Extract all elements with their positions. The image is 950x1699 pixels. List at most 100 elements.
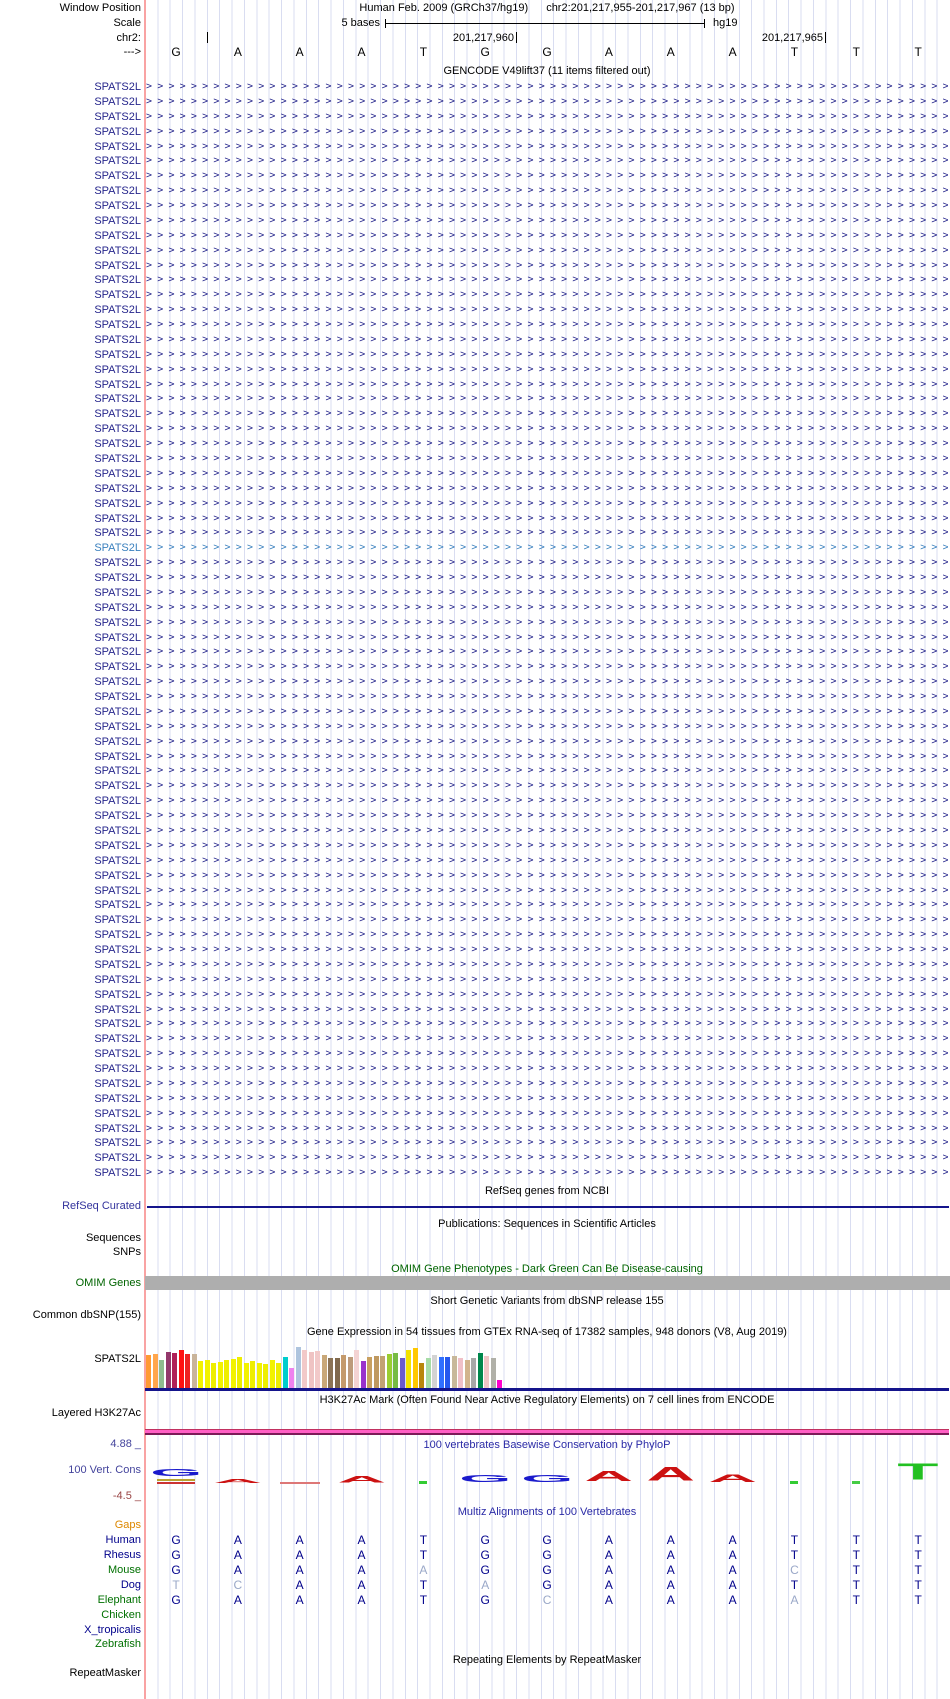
gtex-tissue-bar[interactable] [159,1360,164,1388]
gencode-item-label[interactable]: SPATS2L [94,140,141,153]
gencode-item[interactable]: >>>>>>>>>>>>>>>>>>>>>>>>>>>>>>>>>>>>>>>>… [146,527,948,539]
gencode-item[interactable]: >>>>>>>>>>>>>>>>>>>>>>>>>>>>>>>>>>>>>>>>… [146,899,948,911]
gencode-item[interactable]: >>>>>>>>>>>>>>>>>>>>>>>>>>>>>>>>>>>>>>>>… [146,765,948,777]
gencode-item[interactable]: >>>>>>>>>>>>>>>>>>>>>>>>>>>>>>>>>>>>>>>>… [146,125,948,137]
gencode-item[interactable]: >>>>>>>>>>>>>>>>>>>>>>>>>>>>>>>>>>>>>>>>… [146,319,948,331]
gencode-item-label[interactable]: SPATS2L [94,393,141,406]
gtex-tissue-bar[interactable] [471,1358,476,1388]
gencode-item-label[interactable]: SPATS2L [94,854,141,867]
gtex-tissue-bar[interactable] [412,1348,418,1388]
gtex-tissue-bar[interactable] [172,1353,177,1388]
gtex-tissue-bar[interactable] [484,1356,489,1388]
gencode-item[interactable]: >>>>>>>>>>>>>>>>>>>>>>>>>>>>>>>>>>>>>>>>… [146,646,948,658]
gtex-tissue-bar[interactable] [497,1380,502,1388]
gencode-item-label[interactable]: SPATS2L [94,869,141,882]
gtex-tissue-bar[interactable] [341,1355,346,1388]
gencode-item-label[interactable]: SPATS2L [94,423,141,436]
gencode-item-label[interactable]: SPATS2L [94,1167,141,1180]
gtex-tissue-bar[interactable] [308,1352,314,1388]
gtex-tissue-bar[interactable] [217,1362,223,1388]
gencode-item-label[interactable]: SPATS2L [94,1077,141,1090]
gencode-item-label[interactable]: SPATS2L [94,185,141,198]
gtex-tissue-bar[interactable] [445,1357,450,1388]
gencode-item[interactable]: >>>>>>>>>>>>>>>>>>>>>>>>>>>>>>>>>>>>>>>>… [146,214,948,226]
gencode-item-label[interactable]: SPATS2L [94,720,141,733]
multiz-species-label[interactable]: Rhesus [103,1548,141,1561]
gencode-item-label[interactable]: SPATS2L [94,125,141,138]
gencode-item[interactable]: >>>>>>>>>>>>>>>>>>>>>>>>>>>>>>>>>>>>>>>>… [146,691,948,703]
gencode-item-label[interactable]: SPATS2L [94,601,141,614]
gencode-item[interactable]: >>>>>>>>>>>>>>>>>>>>>>>>>>>>>>>>>>>>>>>>… [146,1063,948,1075]
gencode-item[interactable]: >>>>>>>>>>>>>>>>>>>>>>>>>>>>>>>>>>>>>>>>… [146,616,948,628]
gencode-item-label[interactable]: SPATS2L [94,899,141,912]
gencode-item[interactable]: >>>>>>>>>>>>>>>>>>>>>>>>>>>>>>>>>>>>>>>>… [146,780,948,792]
gencode-item[interactable]: >>>>>>>>>>>>>>>>>>>>>>>>>>>>>>>>>>>>>>>>… [146,333,948,345]
gencode-item[interactable]: >>>>>>>>>>>>>>>>>>>>>>>>>>>>>>>>>>>>>>>>… [146,438,948,450]
multiz-species-label[interactable]: Elephant [97,1593,141,1606]
gtex-tissue-bar[interactable] [419,1363,424,1388]
gencode-item-label[interactable]: SPATS2L [94,839,141,852]
gencode-item-label[interactable]: SPATS2L [94,1018,141,1031]
gencode-item-label[interactable]: SPATS2L [94,527,141,540]
gencode-item-label[interactable]: SPATS2L [94,557,141,570]
gencode-item-label[interactable]: SPATS2L [94,914,141,927]
gencode-item-label[interactable]: SPATS2L [94,259,141,272]
gencode-item-label[interactable]: SPATS2L [94,81,141,93]
gencode-item[interactable]: >>>>>>>>>>>>>>>>>>>>>>>>>>>>>>>>>>>>>>>>… [146,512,948,524]
gencode-item-label[interactable]: SPATS2L [94,944,141,957]
gencode-item[interactable]: >>>>>>>>>>>>>>>>>>>>>>>>>>>>>>>>>>>>>>>>… [146,750,948,762]
gencode-item-label[interactable]: SPATS2L [94,542,141,555]
multiz-species-label[interactable]: X_tropicalis [84,1623,141,1636]
gtex-tissue-bar[interactable] [406,1350,411,1388]
gencode-item[interactable]: >>>>>>>>>>>>>>>>>>>>>>>>>>>>>>>>>>>>>>>>… [146,884,948,896]
gencode-item[interactable]: >>>>>>>>>>>>>>>>>>>>>>>>>>>>>>>>>>>>>>>>… [146,1167,948,1179]
gencode-item-label[interactable]: SPATS2L [94,1033,141,1046]
gtex-tissue-bar[interactable] [224,1360,229,1388]
gtex-tissue-bar[interactable] [269,1360,275,1388]
gencode-item-label[interactable]: SPATS2L [94,795,141,808]
gencode-item-label[interactable]: SPATS2L [94,244,141,257]
repeatmasker-track-label[interactable]: RepeatMasker [69,1667,141,1679]
gencode-item[interactable]: >>>>>>>>>>>>>>>>>>>>>>>>>>>>>>>>>>>>>>>>… [146,929,948,941]
gencode-item-label[interactable]: SPATS2L [94,110,141,123]
multiz-species-label[interactable]: Human [105,1533,141,1546]
multiz-track-title[interactable]: Multiz Alignments of 100 Vertebrates [457,1506,637,1518]
gencode-item[interactable]: >>>>>>>>>>>>>>>>>>>>>>>>>>>>>>>>>>>>>>>>… [146,497,948,509]
gencode-item-label[interactable]: SPATS2L [94,200,141,213]
gencode-item-label[interactable]: SPATS2L [94,155,141,168]
gencode-item[interactable]: >>>>>>>>>>>>>>>>>>>>>>>>>>>>>>>>>>>>>>>>… [146,1033,948,1045]
gencode-item-label[interactable]: SPATS2L [94,1137,141,1150]
dbsnp-track-label[interactable]: Common dbSNP(155) [32,1309,141,1321]
gencode-item[interactable]: >>>>>>>>>>>>>>>>>>>>>>>>>>>>>>>>>>>>>>>>… [146,482,948,494]
gtex-tissue-bar[interactable] [185,1354,190,1388]
gtex-tissue-bar[interactable] [438,1357,444,1388]
gtex-tissue-bar[interactable] [373,1356,379,1388]
gencode-item-label[interactable]: SPATS2L [94,378,141,391]
gencode-item-label[interactable]: SPATS2L [94,289,141,302]
gencode-item-label[interactable]: SPATS2L [94,482,141,495]
gencode-item[interactable]: >>>>>>>>>>>>>>>>>>>>>>>>>>>>>>>>>>>>>>>>… [146,200,948,212]
gencode-item[interactable]: >>>>>>>>>>>>>>>>>>>>>>>>>>>>>>>>>>>>>>>>… [146,676,948,688]
gtex-tissue-bar[interactable] [477,1353,483,1388]
gtex-tissue-bar[interactable] [211,1363,216,1388]
gencode-item-label[interactable]: SPATS2L [94,973,141,986]
conservation-track-label[interactable]: 100 Vert. Cons [68,1464,141,1476]
gencode-item[interactable]: >>>>>>>>>>>>>>>>>>>>>>>>>>>>>>>>>>>>>>>>… [146,304,948,316]
gencode-item[interactable]: >>>>>>>>>>>>>>>>>>>>>>>>>>>>>>>>>>>>>>>>… [146,586,948,598]
h3k27ac-track-title[interactable]: H3K27Ac Mark (Often Found Near Active Re… [319,1394,775,1406]
gtex-tissue-bar[interactable] [328,1358,333,1388]
gencode-item-label[interactable]: SPATS2L [94,884,141,897]
gencode-item-label[interactable]: SPATS2L [94,1092,141,1105]
gencode-item[interactable]: >>>>>>>>>>>>>>>>>>>>>>>>>>>>>>>>>>>>>>>>… [146,348,948,360]
gtex-tissue-bar[interactable] [178,1350,184,1388]
gencode-item-label[interactable]: SPATS2L [94,1152,141,1165]
gencode-track-title[interactable]: GENCODE V49lift37 (11 items filtered out… [443,65,651,77]
gencode-item-label[interactable]: SPATS2L [94,348,141,361]
gtex-tissue-bar[interactable] [152,1354,158,1388]
gtex-tissue-bar[interactable] [204,1360,210,1388]
h3k27ac-signal-band[interactable] [145,1429,949,1435]
refseq-track-title[interactable]: RefSeq genes from NCBI [484,1185,610,1197]
gencode-item[interactable]: >>>>>>>>>>>>>>>>>>>>>>>>>>>>>>>>>>>>>>>>… [146,810,948,822]
gencode-item[interactable]: >>>>>>>>>>>>>>>>>>>>>>>>>>>>>>>>>>>>>>>>… [146,140,948,152]
gencode-item[interactable]: >>>>>>>>>>>>>>>>>>>>>>>>>>>>>>>>>>>>>>>>… [146,1077,948,1089]
